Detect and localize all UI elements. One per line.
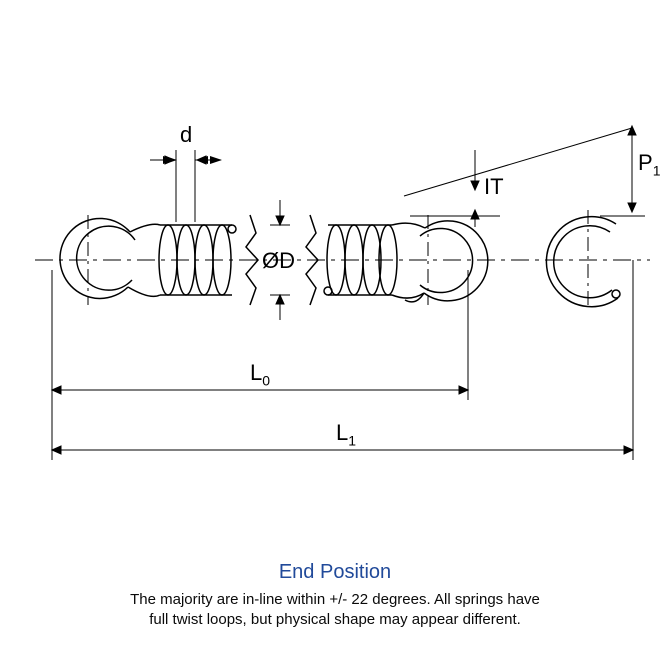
right-coils [324, 223, 425, 298]
left-hook [60, 218, 135, 298]
right-hook [405, 221, 488, 302]
caption-title: End Position [0, 561, 670, 584]
caption-line1: The majority are in-line within +/- 22 d… [130, 591, 540, 608]
label-P1: P1 [638, 150, 660, 178]
dim-d [150, 150, 221, 222]
label-IT: IT [484, 174, 504, 200]
dim-IT [404, 128, 632, 227]
label-d: d [180, 122, 192, 148]
caption: End Position The majority are in-line wi… [0, 561, 670, 631]
caption-line2: full twist loops, but physical shape may… [149, 611, 521, 628]
label-L1: L1 [336, 420, 356, 448]
label-D: ØD [262, 248, 295, 274]
caption-body: The majority are in-line within +/- 22 d… [55, 590, 615, 631]
end-view [546, 217, 620, 307]
label-L0: L0 [250, 360, 270, 388]
